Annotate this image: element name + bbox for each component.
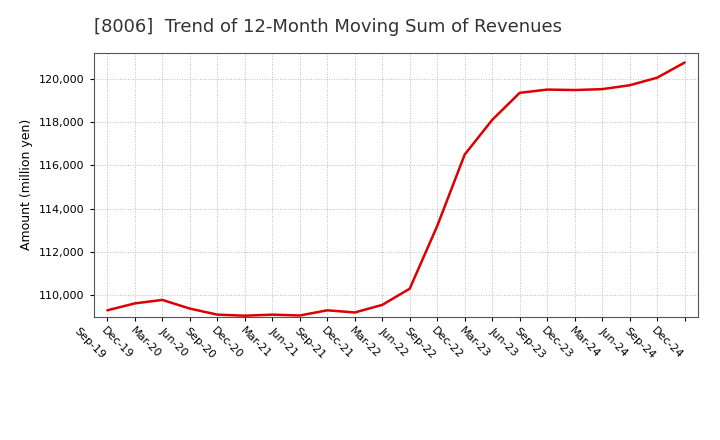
Y-axis label: Amount (million yen): Amount (million yen) xyxy=(20,119,33,250)
Text: [8006]  Trend of 12-Month Moving Sum of Revenues: [8006] Trend of 12-Month Moving Sum of R… xyxy=(94,18,562,36)
